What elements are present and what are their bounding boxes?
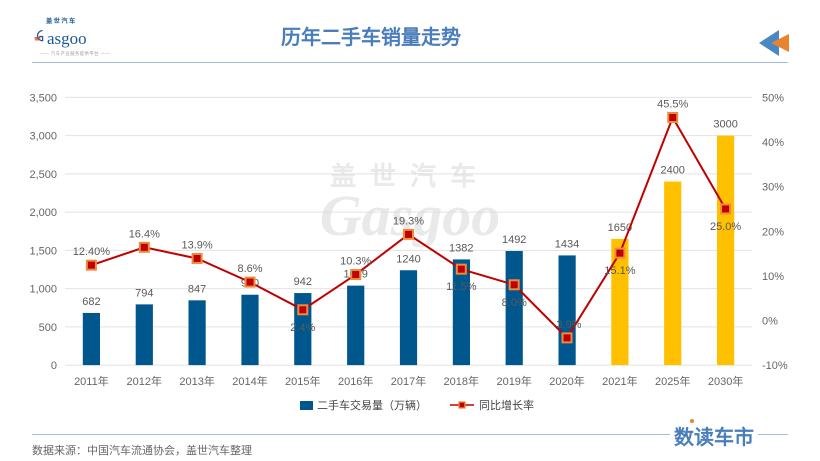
svg-text:3,000: 3,000 (29, 131, 57, 143)
svg-text:3000: 3000 (713, 119, 737, 131)
svg-text:2015年: 2015年 (285, 374, 320, 388)
svg-text:10.3%: 10.3% (340, 256, 371, 268)
svg-text:8.0%: 8.0% (502, 297, 527, 309)
svg-text:2025年: 2025年 (655, 374, 690, 388)
svg-text:40%: 40% (762, 137, 784, 149)
svg-text:16.4%: 16.4% (129, 228, 160, 240)
svg-text:2020年: 2020年 (549, 374, 584, 388)
svg-text:15.1%: 15.1% (604, 265, 635, 277)
svg-text:2,500: 2,500 (29, 169, 57, 181)
svg-text:1240: 1240 (396, 253, 420, 265)
svg-text:1434: 1434 (555, 238, 579, 250)
svg-text:2021年: 2021年 (602, 374, 637, 388)
svg-text:682: 682 (82, 296, 100, 308)
svg-text:1,000: 1,000 (29, 284, 57, 296)
svg-text:1382: 1382 (449, 242, 473, 254)
svg-text:30%: 30% (762, 182, 784, 194)
svg-text:794: 794 (135, 287, 153, 299)
svg-text:2014年: 2014年 (232, 374, 267, 388)
svg-text:25.0%: 25.0% (710, 221, 741, 233)
svg-text:847: 847 (188, 283, 206, 295)
svg-text:2011年: 2011年 (74, 374, 109, 388)
svg-text:2013年: 2013年 (179, 374, 214, 388)
svg-text:19.3%: 19.3% (393, 215, 424, 227)
svg-text:942: 942 (294, 276, 312, 288)
svg-text:2,000: 2,000 (29, 207, 57, 219)
svg-text:2018年: 2018年 (444, 374, 479, 388)
svg-text:2017年: 2017年 (391, 374, 426, 388)
svg-text:20%: 20% (762, 226, 784, 238)
svg-text:12.40%: 12.40% (73, 246, 111, 258)
svg-text:0: 0 (51, 360, 57, 372)
svg-text:1492: 1492 (502, 234, 526, 246)
svg-text:50%: 50% (762, 92, 784, 104)
svg-text:1,500: 1,500 (29, 245, 57, 257)
svg-text:-10%: -10% (762, 360, 788, 372)
svg-text:8.6%: 8.6% (237, 263, 262, 275)
svg-text:13.9%: 13.9% (181, 240, 212, 252)
svg-text:2012年: 2012年 (127, 374, 162, 388)
svg-text:2019年: 2019年 (496, 374, 531, 388)
svg-text:2016年: 2016年 (338, 374, 373, 388)
svg-text:2030年: 2030年 (708, 374, 743, 388)
svg-text:10%: 10% (762, 271, 784, 283)
svg-text:11.5%: 11.5% (446, 281, 477, 293)
svg-text:500: 500 (39, 322, 57, 334)
svg-text:45.5%: 45.5% (657, 99, 688, 111)
svg-text:2400: 2400 (660, 165, 684, 177)
svg-text:3,500: 3,500 (29, 92, 57, 104)
svg-text:-3.9%: -3.9% (553, 319, 582, 331)
svg-text:0%: 0% (762, 315, 778, 327)
svg-text:2.4%: 2.4% (290, 322, 315, 334)
